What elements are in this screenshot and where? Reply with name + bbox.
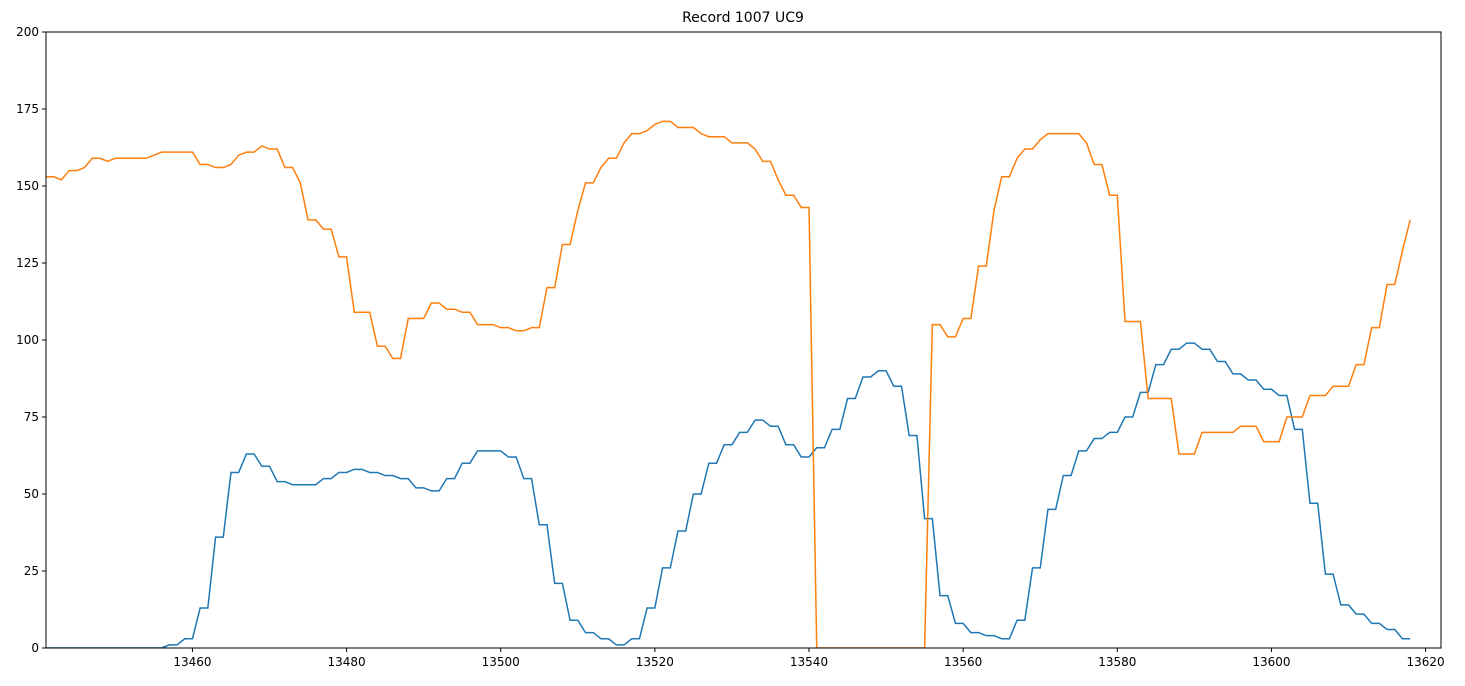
y-tick-label: 175 (16, 102, 39, 116)
y-tick-label: 200 (16, 25, 39, 39)
series-line (46, 342, 1411, 648)
x-tick-label: 13620 (1406, 655, 1444, 669)
x-tick-label: 13480 (327, 655, 365, 669)
x-tick-label: 13540 (790, 655, 828, 669)
y-tick-label: 75 (24, 410, 39, 424)
plot-frame (45, 31, 1442, 649)
series-line (46, 120, 1411, 648)
y-tick-label: 50 (24, 487, 39, 501)
x-tick-label: 13560 (944, 655, 982, 669)
y-tick-label: 0 (31, 641, 39, 655)
chart-title: Record 1007 UC9 (682, 10, 804, 26)
x-tick-label: 13460 (173, 655, 211, 669)
y-tick-label: 125 (16, 256, 39, 270)
y-tick-label: 25 (24, 564, 39, 578)
x-tick-label: 13600 (1252, 655, 1290, 669)
x-tick-label: 13580 (1098, 655, 1136, 669)
x-tick-label: 13520 (636, 655, 674, 669)
y-tick-label: 100 (16, 333, 39, 347)
y-tick-label: 150 (16, 179, 39, 193)
x-tick-label: 13500 (482, 655, 520, 669)
